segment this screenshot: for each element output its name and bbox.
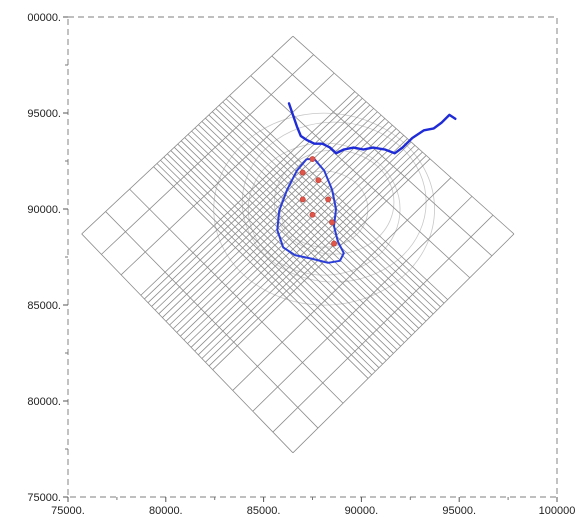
grid-line-u	[81, 233, 294, 454]
x-tick-label: 95000.	[442, 505, 476, 517]
grid-line-v	[147, 98, 363, 303]
y-tick-label: 85000.	[27, 300, 61, 312]
grid-line-v	[232, 177, 452, 391]
model-grid	[81, 35, 515, 454]
grid-line-v	[81, 35, 294, 235]
well-point	[309, 211, 316, 218]
grid-line-v	[190, 138, 408, 348]
well-point	[309, 156, 316, 162]
y-tick-label: 80000.	[27, 396, 61, 408]
grid-line-v	[272, 214, 494, 433]
grid-line-v	[154, 104, 371, 311]
grid-line-v	[144, 94, 359, 300]
well-point	[331, 240, 337, 247]
well-point	[329, 219, 335, 226]
well-point	[315, 177, 322, 184]
y-tick-label: 75000.	[27, 492, 61, 504]
y-tick-label: 90000.	[27, 204, 61, 216]
x-tick-label: 80000.	[149, 505, 183, 517]
grid-line-v	[180, 128, 397, 337]
axis-ticks: 75000. 80000. 85000. 90000. 95000. 100000 7500…	[27, 12, 575, 517]
grid-line-v	[158, 108, 374, 315]
faint-contour	[213, 112, 435, 306]
grid-line-v	[176, 124, 393, 333]
grid-line-v	[151, 101, 367, 307]
river-line	[287, 102, 457, 155]
grid-line-v	[162, 111, 378, 318]
grid-line-v	[183, 131, 401, 341]
grid-line-v	[187, 134, 404, 344]
y-tick-label: 00000.	[27, 12, 61, 24]
well-point	[325, 196, 332, 203]
y-tick-label: 95000.	[27, 108, 61, 120]
grid-line-v	[194, 141, 412, 352]
x-tick-label: 90000.	[345, 505, 379, 517]
grid-line-v	[140, 91, 356, 296]
grid-line-v	[212, 158, 431, 370]
grid-line-v	[292, 233, 515, 454]
grid-line-v	[205, 151, 423, 363]
grid-line-v	[252, 196, 473, 412]
grid-line-v	[172, 121, 389, 330]
boundary-line	[276, 158, 345, 264]
data-layer	[276, 102, 457, 264]
grid-line-v	[101, 54, 314, 255]
grid-line-v	[201, 148, 419, 359]
grid-line-v	[198, 145, 416, 356]
well-point	[299, 169, 306, 176]
x-tick-label: 75000.	[51, 505, 85, 517]
well-point	[299, 196, 306, 203]
x-tick-label: 85000.	[247, 505, 281, 517]
grid-line-v	[120, 72, 335, 276]
x-tick-label: 100000	[539, 505, 576, 517]
